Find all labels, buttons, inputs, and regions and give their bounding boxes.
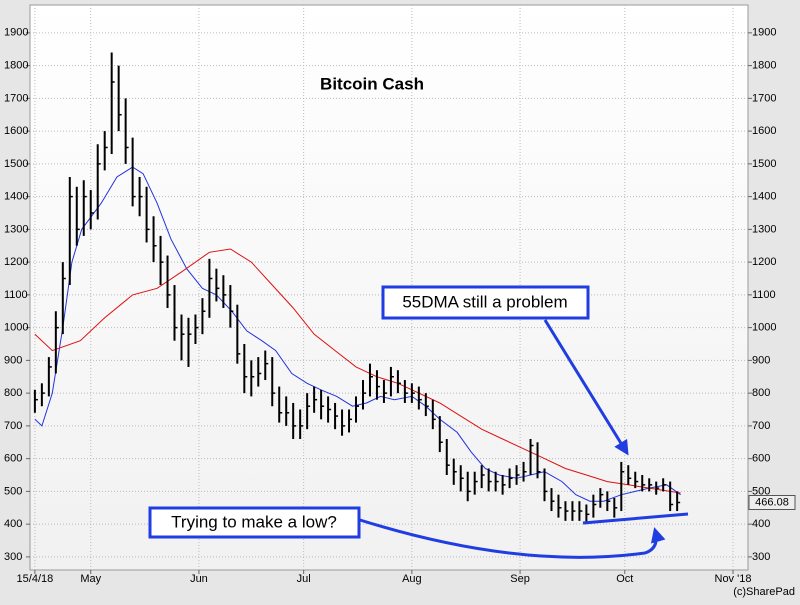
x-tick-label: Jun	[190, 573, 208, 585]
x-tick-label: Aug	[402, 573, 422, 585]
chart-title: Bitcoin Cash	[320, 74, 424, 93]
x-tick-label: Oct	[616, 573, 633, 585]
y-tick-label: 1700	[752, 92, 776, 104]
y-tick-label: 800	[4, 387, 22, 399]
y-tick-label: 1800	[4, 60, 28, 72]
y-tick-label: 900	[752, 354, 770, 366]
y-tick-label: 1000	[4, 322, 28, 334]
annotation: Trying to make a low?	[171, 512, 337, 531]
x-tick-label: 15/4/18	[17, 573, 54, 585]
x-tick-label: Sep	[510, 573, 530, 585]
last-price-box	[748, 495, 796, 511]
y-tick-label: 1300	[752, 223, 776, 235]
x-tick-label: Nov '18	[715, 573, 752, 585]
y-tick-label: 1000	[752, 322, 776, 334]
y-tick-label: 1500	[752, 158, 776, 170]
y-tick-label: 700	[4, 420, 22, 432]
y-tick-label: 300	[752, 551, 770, 563]
y-tick-label: 400	[752, 518, 770, 530]
y-tick-label: 1400	[4, 191, 28, 203]
annotation-arrow	[543, 319, 629, 456]
annotation-box	[381, 285, 590, 320]
y-tick-label: 500	[752, 485, 770, 497]
y-tick-label: 1700	[4, 92, 28, 104]
y-tick-label: 1900	[4, 27, 28, 39]
y-tick-label: 1400	[752, 191, 776, 203]
y-tick-label: 800	[752, 387, 770, 399]
y-tick-label: 1200	[4, 256, 28, 268]
watermark: (c)SharePad	[733, 586, 795, 598]
y-tick-label: 300	[4, 551, 22, 563]
last-price: 466.08	[755, 496, 789, 508]
y-tick-label: 1500	[4, 158, 28, 170]
support-line	[582, 512, 689, 525]
y-tick-label: 1800	[752, 60, 776, 72]
annotation: 55DMA still a problem	[402, 292, 567, 311]
y-tick-label: 1900	[752, 27, 776, 39]
y-tick-label: 600	[752, 453, 770, 465]
moving-average	[34, 166, 681, 502]
y-tick-label: 1300	[4, 223, 28, 235]
x-tick-label: Jul	[297, 573, 311, 585]
y-tick-label: 400	[4, 518, 22, 530]
annotation-arrow	[359, 518, 666, 559]
y-tick-label: 1100	[4, 289, 28, 301]
x-tick-label: May	[80, 573, 101, 585]
y-tick-label: 1600	[4, 125, 28, 137]
y-tick-label: 1200	[752, 256, 776, 268]
y-tick-label: 700	[752, 420, 770, 432]
y-tick-label: 1600	[752, 125, 776, 137]
y-tick-label: 900	[4, 354, 22, 366]
y-tick-label: 1100	[752, 289, 776, 301]
annotation-box	[148, 506, 361, 539]
y-tick-label: 600	[4, 453, 22, 465]
y-tick-label: 500	[4, 485, 22, 497]
